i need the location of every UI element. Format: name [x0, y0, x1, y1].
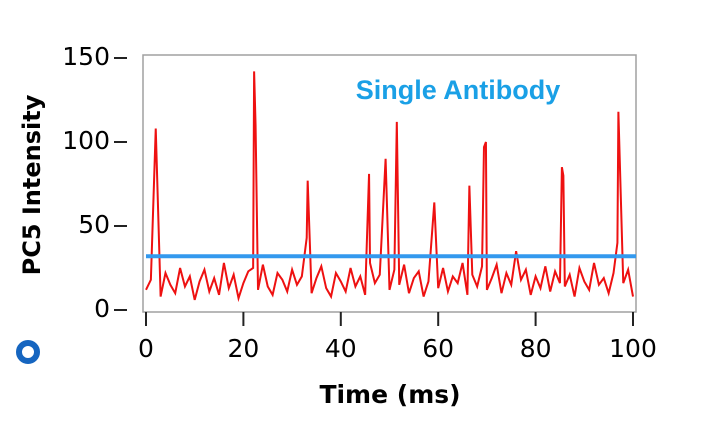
- annotation: Single Antibody: [356, 75, 561, 105]
- x-tick-label: 80: [520, 334, 552, 363]
- y-tick-label: 50: [78, 210, 110, 239]
- y-tick-label: 150: [62, 42, 110, 71]
- x-tick-label: 40: [325, 334, 357, 363]
- x-axis-label: Time (ms): [319, 380, 460, 409]
- y-tick-label: 0: [94, 294, 110, 323]
- x-tick-label: 20: [227, 334, 259, 363]
- x-tick-label: 0: [138, 334, 154, 363]
- x-tick-label: 60: [422, 334, 454, 363]
- plot-frame: [142, 54, 637, 313]
- y-axis-label: PC5 Intensity: [18, 94, 46, 275]
- x-tick-label: 100: [609, 334, 657, 363]
- y-tick-label: 100: [62, 126, 110, 155]
- intensity-trace: [145, 71, 634, 303]
- status-icon: [16, 340, 40, 364]
